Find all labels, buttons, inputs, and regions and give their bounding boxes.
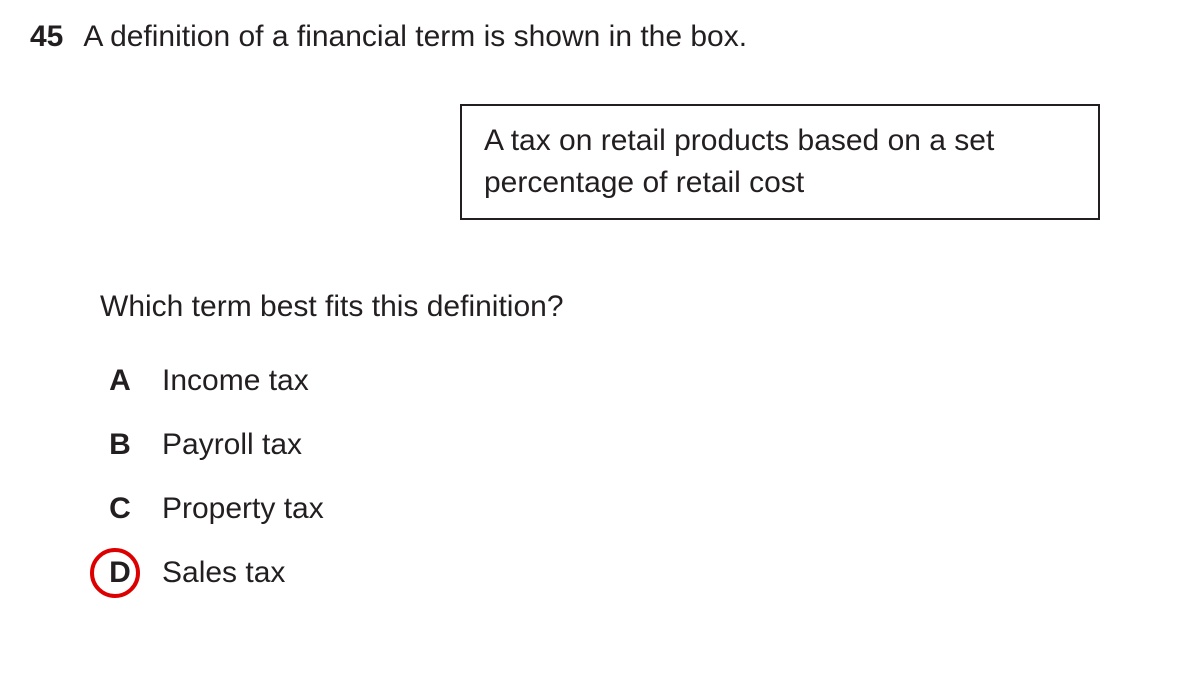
choice-text: Income tax [162,364,309,398]
choice-text: Payroll tax [162,428,302,462]
question-number: 45 [30,20,63,54]
answer-choices: A Income tax B Payroll tax C Property ta… [100,364,1170,590]
choice-d[interactable]: D Sales tax [100,556,1170,590]
choice-b[interactable]: B Payroll tax [100,428,1170,462]
choice-text: Property tax [162,492,324,526]
choice-letter: A [100,364,140,398]
choice-letter: C [100,492,140,526]
question-header: 45 A definition of a financial term is s… [30,20,1170,54]
definition-box: A tax on retail products based on a set … [460,104,1100,220]
choice-letter: B [100,428,140,462]
question-followup: Which term best fits this definition? [100,290,1170,324]
choice-letter: D [100,556,140,590]
choice-c[interactable]: C Property tax [100,492,1170,526]
question-stem: A definition of a financial term is show… [83,20,747,54]
choice-a[interactable]: A Income tax [100,364,1170,398]
choice-text: Sales tax [162,556,285,590]
